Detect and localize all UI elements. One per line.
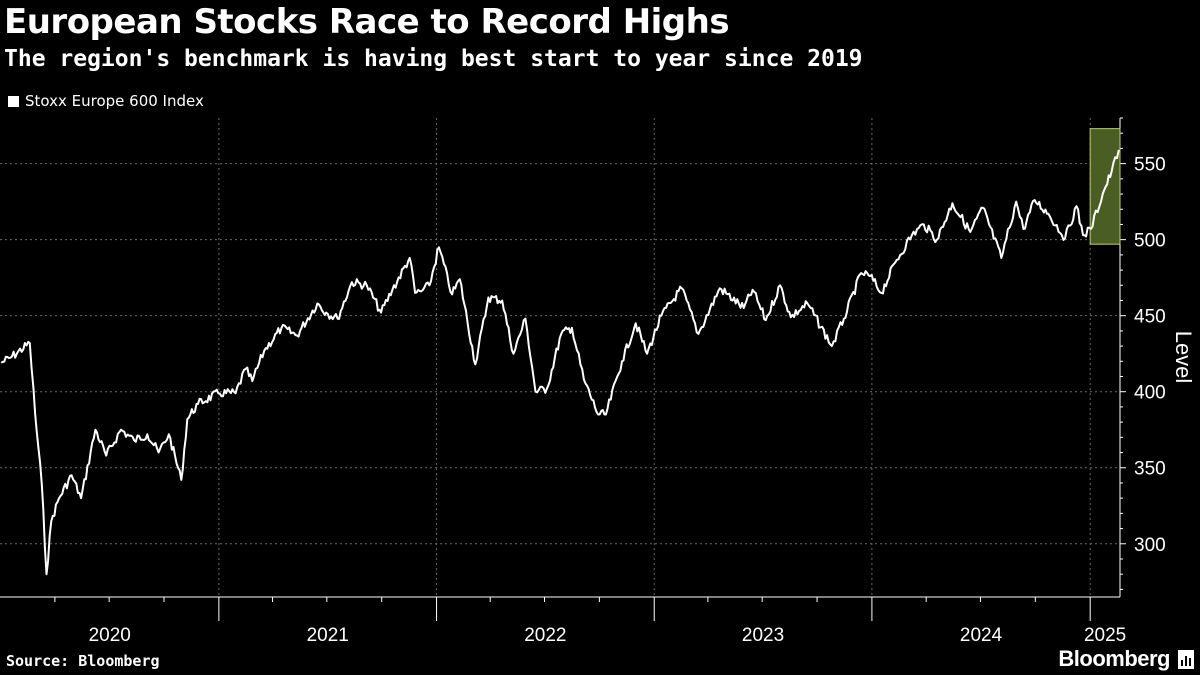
- chart-subtitle: The region's benchmark is having best st…: [4, 46, 863, 72]
- source-note: Source: Bloomberg: [6, 652, 160, 670]
- legend-label: Stoxx Europe 600 Index: [25, 92, 204, 110]
- x-tick-label: 2022: [524, 625, 566, 646]
- x-tick-label: 2024: [960, 625, 1003, 646]
- y-tick-label: 400: [1134, 383, 1166, 404]
- y-tick-label: 500: [1134, 231, 1166, 252]
- x-tick-label: 2025: [1084, 625, 1126, 646]
- legend: Stoxx Europe 600 Index: [8, 92, 204, 110]
- chart-badge-icon: [1178, 650, 1194, 669]
- y-tick-label: 450: [1134, 307, 1166, 328]
- x-tick-label: 2020: [89, 625, 131, 646]
- bloomberg-logo: Bloomberg: [1058, 646, 1170, 671]
- highlight-box: [1089, 128, 1121, 245]
- chart-title: European Stocks Race to Record Highs: [4, 2, 730, 42]
- x-tick-label: 2021: [307, 625, 349, 646]
- y-tick-label: 300: [1134, 535, 1166, 556]
- y-axis-label: Level: [1171, 331, 1196, 384]
- x-tick-label: 2023: [742, 625, 784, 646]
- y-tick-label: 350: [1134, 459, 1166, 480]
- series-line: [0, 149, 1120, 576]
- legend-swatch: [8, 95, 19, 107]
- y-tick-label: 550: [1134, 155, 1166, 176]
